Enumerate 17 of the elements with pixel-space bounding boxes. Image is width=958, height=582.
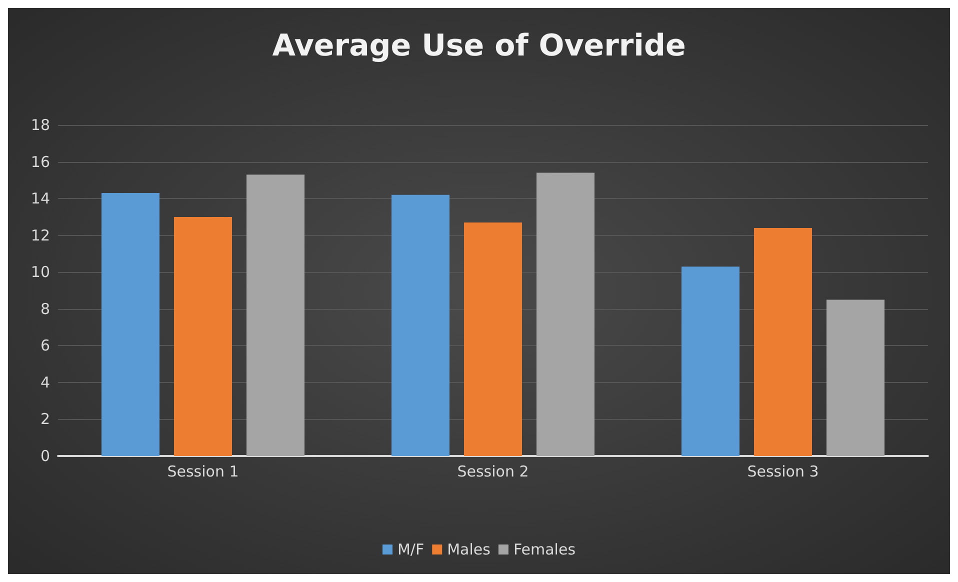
legend-label: Females: [513, 540, 576, 558]
y-tick-label: 8: [40, 300, 50, 318]
y-tick-label: 6: [40, 336, 50, 355]
legend-label: Males: [447, 540, 491, 558]
y-tick-label: 10: [30, 263, 50, 282]
y-tick-label: 4: [40, 373, 50, 392]
y-tick-label: 18: [30, 116, 50, 134]
chart-title: Average Use of Override: [272, 28, 686, 64]
x-tick-label: Session 2: [457, 462, 529, 480]
y-tick-label: 2: [40, 410, 50, 428]
y-tick-label: 0: [40, 447, 50, 465]
x-tick-label: Session 1: [167, 462, 239, 480]
x-tick-label: Session 3: [747, 462, 819, 480]
y-tick-label: 16: [30, 152, 50, 171]
legend-label: M/F: [397, 540, 424, 558]
y-tick-label: 14: [30, 190, 50, 208]
y-tick-label: 12: [30, 226, 50, 244]
